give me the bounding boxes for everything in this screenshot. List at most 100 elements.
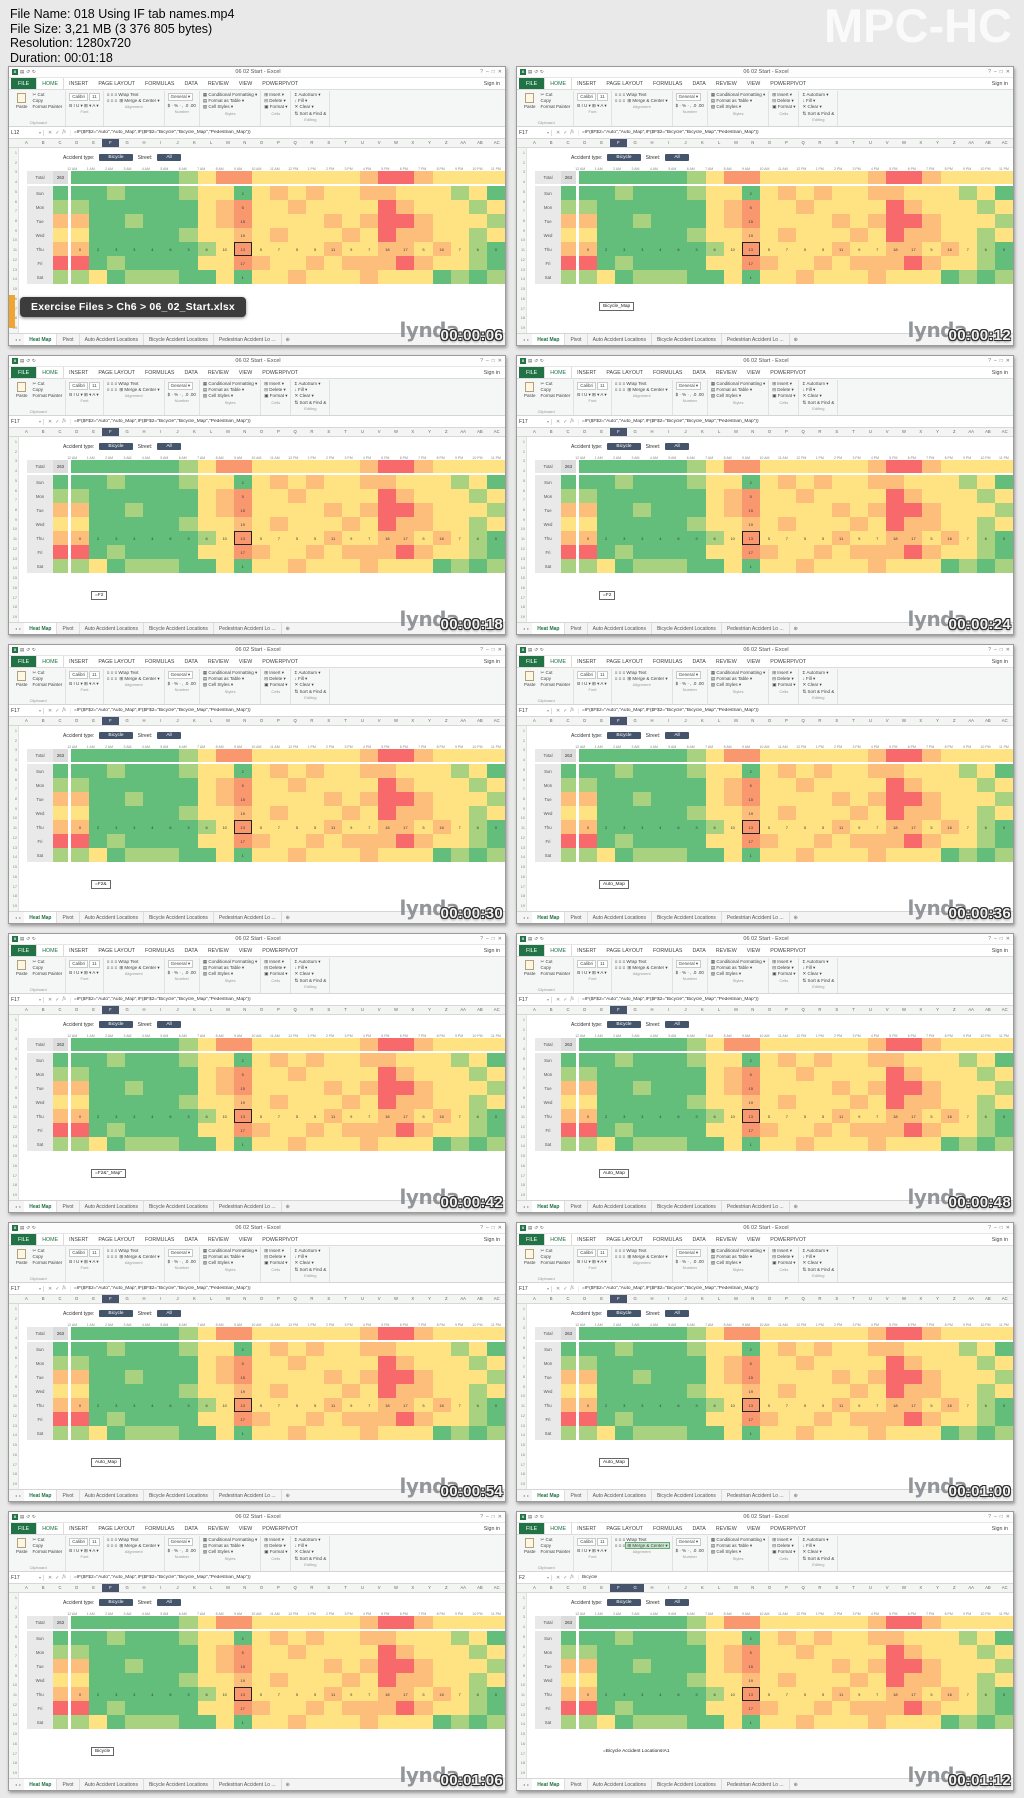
heat-cell[interactable] (107, 778, 126, 792)
row-number[interactable]: 18 (12, 605, 17, 610)
heat-cell[interactable] (795, 848, 815, 862)
heat-cell[interactable] (615, 1659, 634, 1673)
heat-cell[interactable] (468, 1123, 487, 1137)
heat-cell[interactable]: 11 (324, 1687, 343, 1701)
row-number[interactable]: 3 (14, 1037, 17, 1042)
heat-cell[interactable] (958, 1137, 977, 1151)
row-number[interactable]: 1 (522, 1306, 525, 1311)
font-buttons[interactable]: B I U ▾ ⊞ ▾ A ▾ (69, 681, 99, 686)
heat-cell[interactable] (414, 1137, 433, 1151)
editing-item[interactable]: Σ AutoSum ▾ (294, 670, 321, 675)
row-number[interactable]: 14 (520, 1722, 525, 1727)
heat-cell[interactable] (161, 764, 180, 778)
sheet-nav-arrow[interactable]: ▸ (527, 626, 530, 631)
heat-cell[interactable] (215, 749, 234, 762)
heat-cell[interactable] (994, 1327, 1013, 1340)
qat-icon[interactable]: ↺ (534, 1514, 539, 1519)
heat-cell[interactable] (723, 1631, 742, 1645)
column-header[interactable]: U (868, 718, 872, 723)
heat-cell[interactable] (958, 1067, 977, 1081)
row-day-cell[interactable]: 263 (561, 1038, 576, 1051)
heat-cell[interactable] (597, 1715, 616, 1729)
heat-cell[interactable] (723, 1370, 742, 1384)
heat-cell[interactable]: 18 (378, 1109, 397, 1123)
heat-cell[interactable] (450, 1701, 469, 1715)
heat-cell[interactable]: 13 (233, 242, 252, 256)
heat-cell[interactable] (850, 228, 869, 242)
heat-cell[interactable] (868, 1384, 887, 1398)
heat-cell[interactable] (432, 1067, 451, 1081)
row-number[interactable]: 15 (520, 865, 525, 870)
heat-cell[interactable] (125, 200, 144, 214)
column-header[interactable]: B (41, 1007, 45, 1012)
heat-cell[interactable] (850, 1384, 869, 1398)
heat-cell[interactable] (814, 1701, 833, 1715)
heat-cell[interactable] (597, 1038, 616, 1051)
heat-cell[interactable] (396, 475, 415, 489)
column-header[interactable]: A (25, 1007, 28, 1012)
heat-cell[interactable]: 17 (904, 242, 923, 256)
qat-icon[interactable]: ▤ (528, 69, 533, 74)
sheet-tab-bicycle-accident-locations[interactable]: Bicycle Accident Locations (652, 1490, 722, 1501)
video-frame[interactable]: X ▤ ↺ ↻ 06 02 Start - Excel ? – □ ✕ FILE HOME IN… (8, 1511, 506, 1791)
row-number[interactable]: 3 (522, 459, 525, 464)
heat-cell[interactable] (432, 1327, 451, 1340)
heat-cell[interactable] (179, 1053, 198, 1067)
qat-icon[interactable]: ↺ (534, 936, 539, 941)
column-header[interactable]: O (767, 1585, 772, 1590)
heat-cell[interactable]: 7 (958, 820, 977, 834)
heat-cell[interactable] (414, 489, 433, 503)
heat-cell[interactable] (669, 517, 688, 531)
heat-cell[interactable] (597, 228, 616, 242)
sign-in-link[interactable]: Sign in (991, 369, 1008, 376)
heat-cell[interactable] (868, 545, 887, 559)
ribbon-tab-page-layout[interactable]: PAGE LAYOUT (606, 80, 644, 87)
align-icons[interactable]: ≡ ≡ ≡ (614, 1248, 627, 1253)
heat-cell[interactable] (976, 270, 995, 284)
column-header[interactable]: P (784, 429, 788, 434)
heat-cell[interactable] (868, 1356, 887, 1370)
sheet-tab-bicycle-accident-locations[interactable]: Bicycle Accident Locations (652, 623, 722, 634)
heat-cell[interactable] (687, 214, 706, 228)
heat-cell[interactable]: 18 (886, 1109, 905, 1123)
align-row-bottom[interactable]: ≡ ≡ ≡ ⊞ Merge & Center ▾ (615, 98, 669, 103)
name-box-caret[interactable]: ▾ (546, 708, 549, 713)
heat-cell[interactable] (251, 834, 270, 848)
column-header[interactable]: U (360, 1296, 364, 1301)
cell-edit-box[interactable]: Auto_Map (91, 1458, 121, 1467)
sheet-nav-arrow[interactable]: ▸ (527, 1782, 530, 1787)
heat-cell[interactable] (976, 1095, 995, 1109)
row-number[interactable]: 5 (522, 767, 525, 772)
heat-cell[interactable] (814, 792, 833, 806)
row-number[interactable]: 11 (13, 1693, 17, 1698)
heat-cell[interactable] (414, 545, 433, 559)
heat-cell[interactable] (904, 270, 923, 284)
heat-cell[interactable] (759, 517, 778, 531)
ribbon-tab-insert[interactable]: INSERT (577, 947, 597, 954)
heat-cell[interactable] (832, 171, 851, 184)
sheet-tab-pedestrian-accident-lo-[interactable]: Pedestrian Accident Lo ... (722, 623, 790, 634)
heat-cell[interactable] (723, 834, 742, 848)
sheet-tab-bicycle-accident-locations[interactable]: Bicycle Accident Locations (144, 1490, 214, 1501)
heat-cell[interactable] (360, 764, 379, 778)
heat-cell[interactable] (777, 517, 796, 531)
heat-cell[interactable] (360, 1715, 379, 1729)
column-header[interactable]: L (717, 1585, 721, 1590)
heat-cell[interactable] (633, 1327, 652, 1340)
row-day-cell[interactable] (561, 1081, 576, 1095)
heat-cell[interactable] (378, 764, 397, 778)
heat-cell[interactable] (179, 764, 198, 778)
heat-cell[interactable] (107, 1038, 126, 1051)
heat-cell[interactable] (89, 1356, 108, 1370)
column-header[interactable]: U (360, 429, 364, 434)
qat-icon[interactable]: ▤ (20, 69, 25, 74)
heat-cell[interactable] (71, 1616, 90, 1629)
column-header[interactable]: R (310, 718, 314, 723)
heat-cell[interactable] (777, 1645, 796, 1659)
paste-button[interactable]: Paste (14, 1537, 30, 1555)
heat-cell[interactable]: 0 (486, 1687, 505, 1701)
heat-cell[interactable] (89, 559, 108, 573)
editing-item[interactable]: ✕ Clear ▾ (294, 971, 314, 977)
heat-cell[interactable] (342, 1342, 361, 1356)
align-icons[interactable]: ≡ ≡ ≡ (614, 965, 627, 971)
